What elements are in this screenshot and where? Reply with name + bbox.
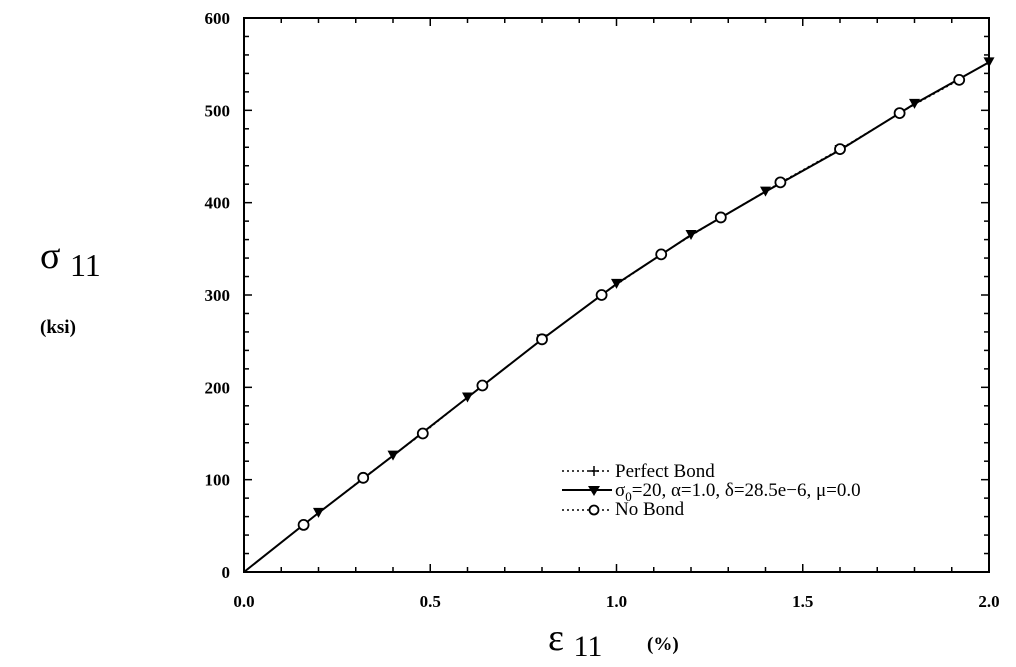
x-tick-label: 1.5 (792, 592, 813, 611)
marker-circle (774, 176, 787, 189)
legend: Perfect Bond σ0=20, α=1.0, δ=28.5e−6, μ=… (562, 461, 861, 520)
legend-entry-perfect-bond: Perfect Bond (562, 461, 715, 482)
legend-entry-interface-model: σ0=20, α=1.0, δ=28.5e−6, μ=0.0 (562, 480, 861, 504)
marker-circle (655, 248, 668, 261)
y-axis-unit: (ksi) (40, 317, 76, 338)
x-tick-label: 0.5 (420, 592, 441, 611)
legend-label-no-bond: No Bond (615, 499, 685, 520)
legend-entry-no-bond: No Bond (562, 499, 685, 520)
marker-triangle (909, 98, 920, 109)
x-axis-unit: (%) (647, 634, 679, 655)
marker-circle (953, 73, 966, 86)
data-markers (297, 57, 995, 531)
marker-circle (476, 379, 489, 392)
legend-marker-cross (589, 466, 599, 476)
marker-triangle (462, 392, 473, 403)
marker-triangle (313, 507, 324, 518)
y-axis-symbol: σ (40, 235, 60, 277)
marker-circle (297, 519, 310, 531)
y-tick-label: 600 (205, 9, 231, 28)
y-axis-subscript: 11 (70, 247, 101, 283)
x-axis-label: ε 11 (548, 617, 602, 663)
y-tick-labels: 0 100 200 300 400 500 600 (205, 9, 231, 582)
legend-marker-triangle (588, 486, 600, 496)
marker-triangle (685, 229, 697, 240)
marker-triangle (760, 186, 771, 197)
y-tick-label: 200 (205, 378, 231, 397)
x-tick-label: 1.0 (606, 592, 627, 611)
legend-label-perfect-bond: Perfect Bond (615, 461, 715, 482)
x-tick-labels: 0.0 0.5 1.0 1.5 2.0 (233, 592, 999, 611)
marker-circle (893, 107, 906, 120)
marker-circle (834, 143, 846, 156)
y-tick-label: 0 (222, 563, 231, 582)
x-tick-label: 2.0 (978, 592, 999, 611)
marker-circle (714, 211, 727, 224)
marker-circle (595, 289, 608, 301)
y-tick-label: 100 (205, 471, 231, 490)
legend-label-interface-model: σ0=20, α=1.0, δ=28.5e−6, μ=0.0 (615, 480, 861, 504)
y-tick-label: 400 (205, 194, 231, 213)
marker-triangle (611, 278, 622, 289)
x-axis-subscript: 11 (573, 630, 602, 663)
marker-circle (416, 427, 429, 440)
y-tick-label: 500 (205, 101, 231, 120)
axis-ticks (243, 17, 990, 573)
legend-marker-circle (588, 504, 600, 516)
marker-triangle (387, 450, 399, 461)
y-axis-label: σ 11 (40, 235, 101, 283)
marker-circle (536, 333, 548, 346)
x-tick-label: 0.0 (233, 592, 254, 611)
y-tick-label: 300 (205, 286, 231, 305)
x-axis-symbol: ε (548, 617, 564, 659)
marker-circle (357, 471, 370, 484)
marker-triangle (983, 57, 995, 68)
